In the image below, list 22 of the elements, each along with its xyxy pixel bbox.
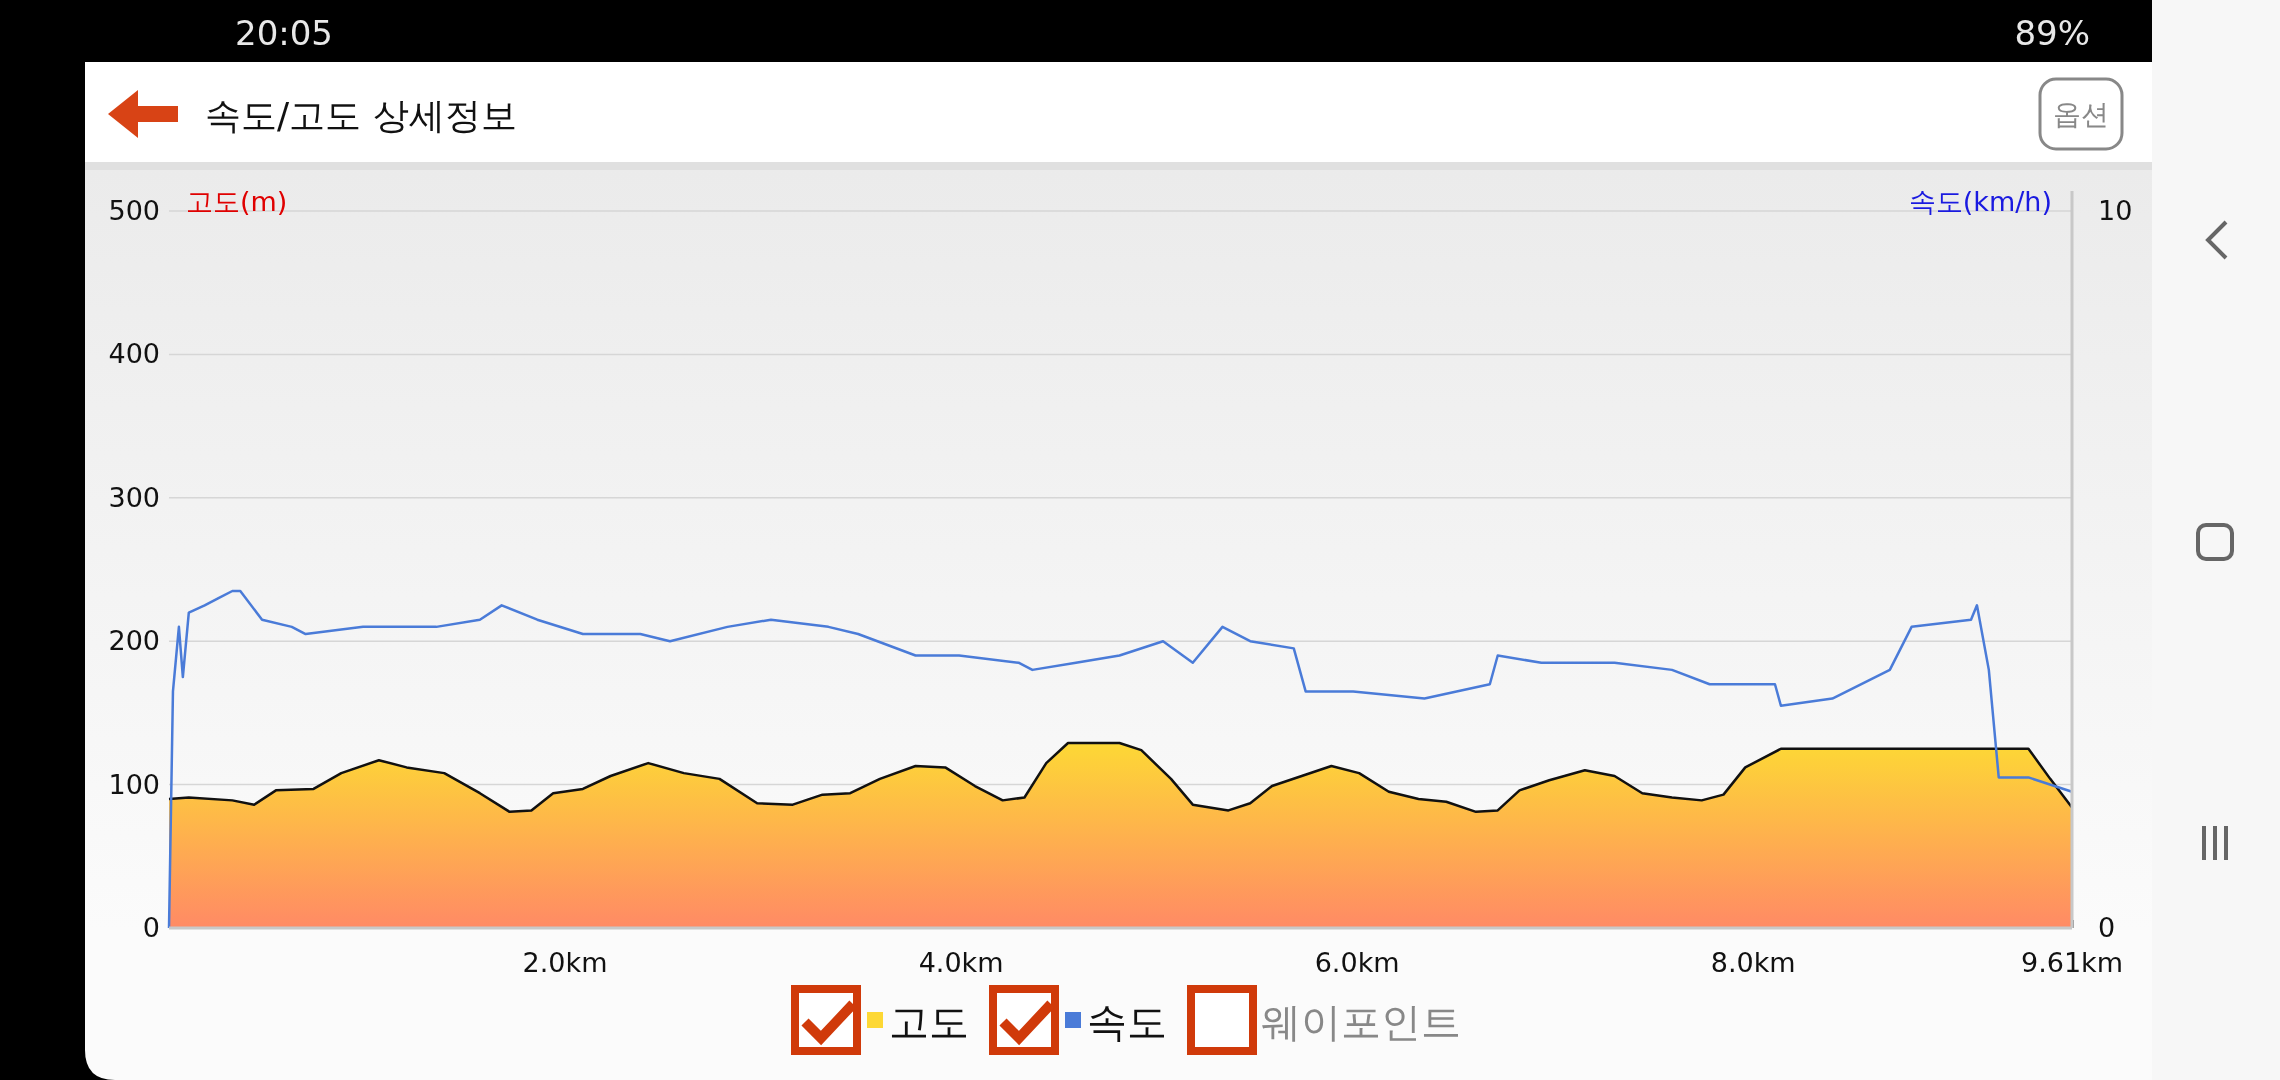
y-tick-label: 300	[108, 481, 160, 513]
text: 89%	[2014, 13, 2090, 53]
y2-axis-title: 속도(km/h)	[1908, 186, 2052, 217]
x-tick-label: 2.0km	[522, 947, 608, 978]
y-tick-label: 0	[142, 912, 160, 943]
x-tick-label: 6.0km	[1314, 947, 1400, 978]
text: 웨이포인트	[1261, 999, 1461, 1045]
y2-tick-label: 10	[2098, 195, 2133, 226]
text: 20:05	[235, 13, 333, 53]
y-axis-title: 고도(m)	[186, 186, 288, 217]
x-tick-label: 4.0km	[918, 947, 1004, 978]
y-tick-label: 400	[108, 338, 160, 370]
y-tick-label: 500	[108, 195, 160, 226]
legend-label: 속도	[1087, 999, 1167, 1045]
x-tick-label: 8.0km	[1710, 947, 1796, 978]
text: 옵션	[2053, 98, 2109, 131]
x-tick-label: 9.61km	[2020, 947, 2124, 978]
chart-title: 속도/고도 상세정보	[205, 95, 517, 136]
legend-label: 고도	[889, 999, 969, 1045]
y-tick-label: 100	[108, 768, 160, 800]
y-tick-label: 200	[108, 625, 160, 657]
y2-tick-label: 0	[2098, 912, 2116, 943]
